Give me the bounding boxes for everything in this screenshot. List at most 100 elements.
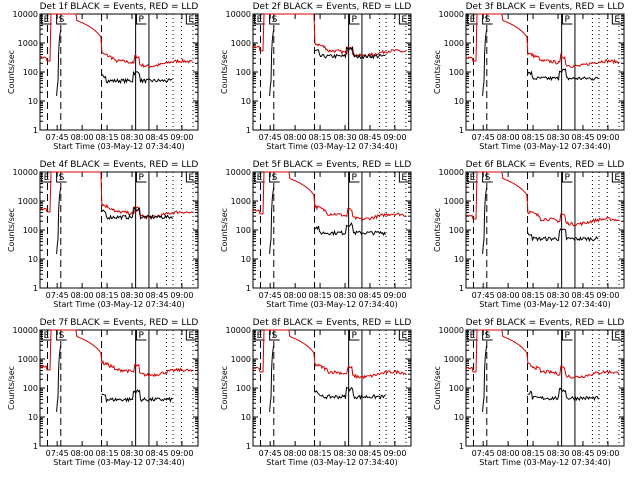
plot-frame xyxy=(465,329,625,447)
x-tick-label: 09:00 xyxy=(596,133,619,142)
y-tick-label: 1000 xyxy=(231,39,251,48)
y-tick-label: 10000 xyxy=(226,168,251,177)
x-tick-label: 09:00 xyxy=(596,449,619,458)
marker-label: P xyxy=(564,331,570,341)
events-series xyxy=(482,345,488,412)
y-tick-label: 10 xyxy=(241,97,251,106)
marker-label: S xyxy=(59,331,65,341)
plot-frame xyxy=(465,171,625,289)
y-tick-label: 100 xyxy=(23,384,38,393)
marker-label: S xyxy=(485,331,491,341)
x-tick-label: 08:45 xyxy=(358,291,381,300)
plot-frame xyxy=(252,329,412,447)
x-tick-label: 08:15 xyxy=(522,133,545,142)
lld-series xyxy=(465,171,619,227)
x-tick-label: 08:00 xyxy=(71,133,94,142)
marker-bracket xyxy=(254,172,265,183)
marker-label: P xyxy=(351,15,357,25)
marker-label: S xyxy=(59,173,65,183)
marker-bracket xyxy=(398,14,410,25)
panel-title: Det 2f BLACK = Events, RED = LLD xyxy=(253,2,412,12)
x-tick-label: 08:15 xyxy=(309,133,332,142)
y-tick-label: 1 xyxy=(33,284,38,293)
marker-bracket xyxy=(269,172,280,183)
y-axis-label: Counts/sec xyxy=(433,208,442,252)
marker-bracket xyxy=(185,14,197,25)
panel-3: Det 3f BLACK = Events, RED = LLD 1 10 100 10… xyxy=(433,2,625,151)
marker-label: E xyxy=(44,331,50,341)
marker-bracket xyxy=(611,330,623,341)
events-series xyxy=(56,345,62,412)
marker-label: S xyxy=(272,173,278,183)
x-tick-label: 08:15 xyxy=(309,449,332,458)
events-series xyxy=(314,221,386,237)
x-tick-label: 07:45 xyxy=(472,291,495,300)
x-tick-label: 08:30 xyxy=(120,133,143,142)
x-tick-label: 08:00 xyxy=(284,449,307,458)
marker-bracket xyxy=(135,330,147,341)
x-tick-label: 08:00 xyxy=(284,291,307,300)
y-tick-label: 10000 xyxy=(226,10,251,19)
y-tick-label: 1000 xyxy=(444,39,464,48)
y-tick-label: 1 xyxy=(246,284,251,293)
panel-5: Det 5f BLACK = Events, RED = LLD 1 10 100 10… xyxy=(220,160,412,309)
x-tick-label: 08:30 xyxy=(546,133,569,142)
x-tick-label: 08:00 xyxy=(284,133,307,142)
y-axis-label: Counts/sec xyxy=(220,208,229,252)
marker-bracket xyxy=(185,172,197,183)
x-tick-label: 08:30 xyxy=(333,449,356,458)
marker-label: E xyxy=(257,331,263,341)
plot-frame xyxy=(252,171,412,289)
marker-bracket xyxy=(269,330,280,341)
y-tick-label: 1 xyxy=(459,284,464,293)
x-tick-label: 07:45 xyxy=(259,449,282,458)
y-tick-label: 10000 xyxy=(13,10,38,19)
marker-label: S xyxy=(59,15,65,25)
marker-label: E xyxy=(401,331,407,341)
marker-bracket xyxy=(611,14,623,25)
x-tick-label: 08:30 xyxy=(120,449,143,458)
x-tick-label: 08:15 xyxy=(96,133,119,142)
marker-bracket xyxy=(348,172,360,183)
y-tick-label: 10 xyxy=(454,97,464,106)
lld-series xyxy=(252,329,406,380)
x-axis-label: Start Time (03-May-12 07:34:40) xyxy=(479,142,610,151)
marker-label: P xyxy=(564,15,570,25)
lld-series xyxy=(252,13,406,58)
marker-bracket xyxy=(561,330,573,341)
marker-label: E xyxy=(188,173,194,183)
y-tick-label: 100 xyxy=(449,384,464,393)
x-tick-label: 08:00 xyxy=(497,133,520,142)
marker-label: E xyxy=(188,331,194,341)
events-series xyxy=(56,29,62,96)
plot-frame xyxy=(39,329,199,447)
x-tick-label: 09:00 xyxy=(383,291,406,300)
marker-label: S xyxy=(272,15,278,25)
marker-label: E xyxy=(257,173,263,183)
marker-label: E xyxy=(401,173,407,183)
plot-frame xyxy=(465,13,625,131)
marker-label: E xyxy=(614,15,620,25)
marker-bracket xyxy=(41,172,52,183)
x-tick-label: 08:00 xyxy=(71,291,94,300)
x-axis-label: Start Time (03-May-12 07:34:40) xyxy=(266,458,397,467)
x-axis-label: Start Time (03-May-12 07:34:40) xyxy=(53,300,184,309)
x-tick-label: 08:45 xyxy=(145,291,168,300)
x-tick-label: 08:45 xyxy=(571,291,594,300)
y-tick-label: 10 xyxy=(454,255,464,264)
y-tick-label: 100 xyxy=(449,68,464,77)
panel-title: Det 9f BLACK = Events, RED = LLD xyxy=(466,318,625,328)
marker-bracket xyxy=(467,330,478,341)
panel-8: Det 8f BLACK = Events, RED = LLD 1 10 100 10… xyxy=(220,318,412,467)
marker-label: S xyxy=(485,173,491,183)
x-tick-label: 08:45 xyxy=(358,133,381,142)
events-series xyxy=(314,46,386,60)
panel-title: Det 5f BLACK = Events, RED = LLD xyxy=(253,160,412,170)
marker-label: E xyxy=(188,15,194,25)
marker-label: P xyxy=(138,15,144,25)
y-tick-label: 1 xyxy=(459,442,464,451)
y-tick-label: 1 xyxy=(246,126,251,135)
x-tick-label: 08:45 xyxy=(145,449,168,458)
